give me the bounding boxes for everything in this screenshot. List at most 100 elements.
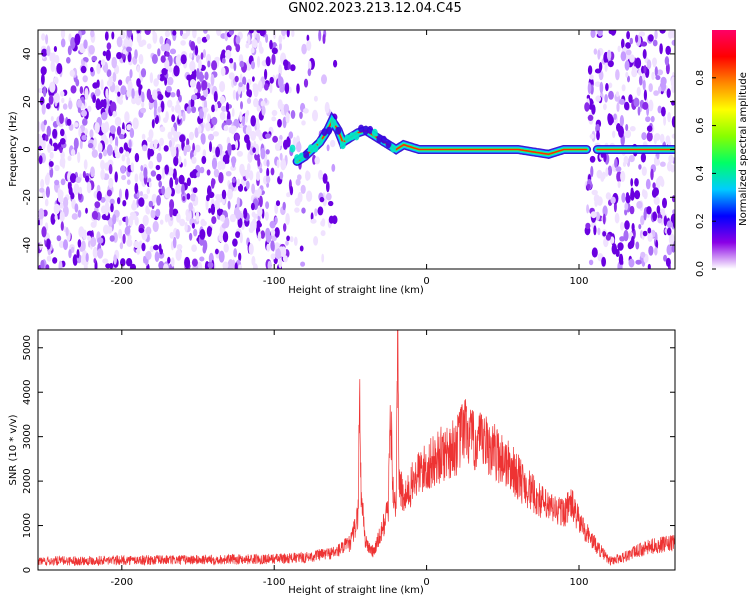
noise-blob bbox=[135, 95, 142, 106]
noise-blob bbox=[281, 30, 287, 36]
noise-blob bbox=[70, 85, 77, 94]
noise-blob bbox=[70, 37, 76, 49]
noise-blob bbox=[68, 249, 72, 259]
noise-blob bbox=[642, 101, 649, 110]
noise-blob bbox=[270, 167, 275, 176]
noise-blob bbox=[640, 41, 648, 47]
noise-blob bbox=[306, 190, 313, 202]
noise-blob bbox=[39, 187, 45, 193]
noise-blob bbox=[57, 187, 61, 199]
ridge-blob bbox=[380, 135, 387, 144]
noise-blob bbox=[667, 161, 672, 172]
noise-blob bbox=[211, 60, 218, 71]
noise-blob bbox=[180, 54, 187, 65]
noise-blob bbox=[155, 164, 161, 171]
noise-blob bbox=[654, 66, 658, 77]
noise-blob bbox=[173, 65, 180, 77]
noise-blob bbox=[178, 174, 185, 185]
noise-blob bbox=[283, 223, 287, 232]
noise-blob bbox=[225, 118, 232, 126]
noise-blob bbox=[246, 97, 252, 104]
noise-blob bbox=[625, 194, 631, 204]
noise-blob bbox=[194, 45, 199, 56]
noise-blob bbox=[191, 106, 197, 114]
noise-blob bbox=[623, 229, 629, 242]
noise-blob bbox=[626, 31, 630, 40]
noise-blob bbox=[107, 225, 113, 234]
noise-blob bbox=[231, 157, 236, 168]
noise-blob bbox=[269, 39, 273, 50]
ridge-blob bbox=[385, 140, 392, 149]
noise-blob bbox=[142, 214, 149, 227]
noise-blob bbox=[77, 99, 83, 108]
noise-blob bbox=[162, 263, 169, 269]
noise-blob bbox=[62, 103, 68, 110]
noise-blob bbox=[228, 30, 235, 36]
noise-blob bbox=[40, 178, 45, 189]
noise-blob bbox=[174, 177, 179, 186]
noise-blob bbox=[171, 114, 176, 123]
noise-blob bbox=[643, 89, 648, 101]
noise-blob bbox=[257, 157, 261, 167]
noise-blob bbox=[39, 241, 43, 251]
noise-blob bbox=[157, 48, 161, 57]
noise-blob bbox=[645, 178, 651, 190]
noise-blob bbox=[54, 164, 60, 172]
noise-blob bbox=[260, 100, 266, 107]
spectrogram-xtick-label: 0 bbox=[423, 276, 429, 287]
noise-blob bbox=[173, 132, 179, 142]
noise-blob bbox=[127, 38, 133, 48]
noise-blob bbox=[251, 183, 256, 195]
noise-blob bbox=[211, 104, 216, 113]
noise-blob bbox=[636, 86, 641, 97]
noise-blob bbox=[588, 259, 594, 266]
noise-blob bbox=[205, 122, 211, 132]
noise-blob bbox=[264, 83, 269, 91]
noise-blob bbox=[145, 226, 152, 235]
noise-blob bbox=[290, 110, 296, 119]
noise-blob bbox=[172, 208, 179, 217]
noise-blob bbox=[73, 137, 79, 150]
noise-blob bbox=[197, 125, 202, 134]
noise-blob bbox=[202, 220, 207, 227]
noise-blob bbox=[625, 124, 629, 131]
noise-blob bbox=[647, 232, 653, 243]
noise-blob bbox=[206, 226, 212, 237]
noise-blob bbox=[41, 48, 48, 57]
noise-blob bbox=[221, 57, 226, 64]
noise-blob bbox=[153, 107, 157, 118]
noise-blob bbox=[221, 49, 227, 59]
noise-blob bbox=[638, 75, 643, 86]
noise-blob bbox=[119, 146, 124, 154]
noise-blob bbox=[665, 45, 671, 56]
noise-blob bbox=[193, 150, 197, 156]
noise-blob bbox=[586, 204, 590, 214]
snr-xtick-label: -200 bbox=[110, 577, 133, 588]
noise-blob bbox=[655, 158, 661, 166]
spectrogram-xtick-label: 100 bbox=[569, 276, 588, 287]
noise-blob bbox=[318, 30, 322, 42]
noise-blob bbox=[92, 82, 99, 89]
noise-blob bbox=[164, 58, 170, 70]
noise-blob bbox=[601, 256, 606, 267]
noise-blob bbox=[620, 51, 627, 62]
noise-blob bbox=[271, 242, 275, 252]
noise-blob bbox=[254, 143, 259, 155]
snr-marks bbox=[38, 330, 675, 567]
noise-blob bbox=[214, 56, 221, 62]
noise-blob bbox=[295, 178, 301, 186]
noise-blob bbox=[610, 30, 617, 36]
noise-blob bbox=[71, 213, 78, 220]
noise-blob bbox=[148, 148, 155, 157]
noise-blob bbox=[206, 194, 210, 202]
noise-blob bbox=[651, 71, 655, 81]
noise-blob bbox=[184, 256, 191, 269]
noise-blob bbox=[279, 134, 283, 141]
noise-blob bbox=[164, 77, 168, 86]
noise-blob bbox=[195, 195, 199, 206]
spectrogram-marks bbox=[38, 30, 675, 269]
noise-blob bbox=[269, 220, 276, 229]
noise-blob bbox=[189, 60, 196, 72]
noise-blob bbox=[164, 30, 170, 37]
noise-blob bbox=[54, 179, 60, 186]
